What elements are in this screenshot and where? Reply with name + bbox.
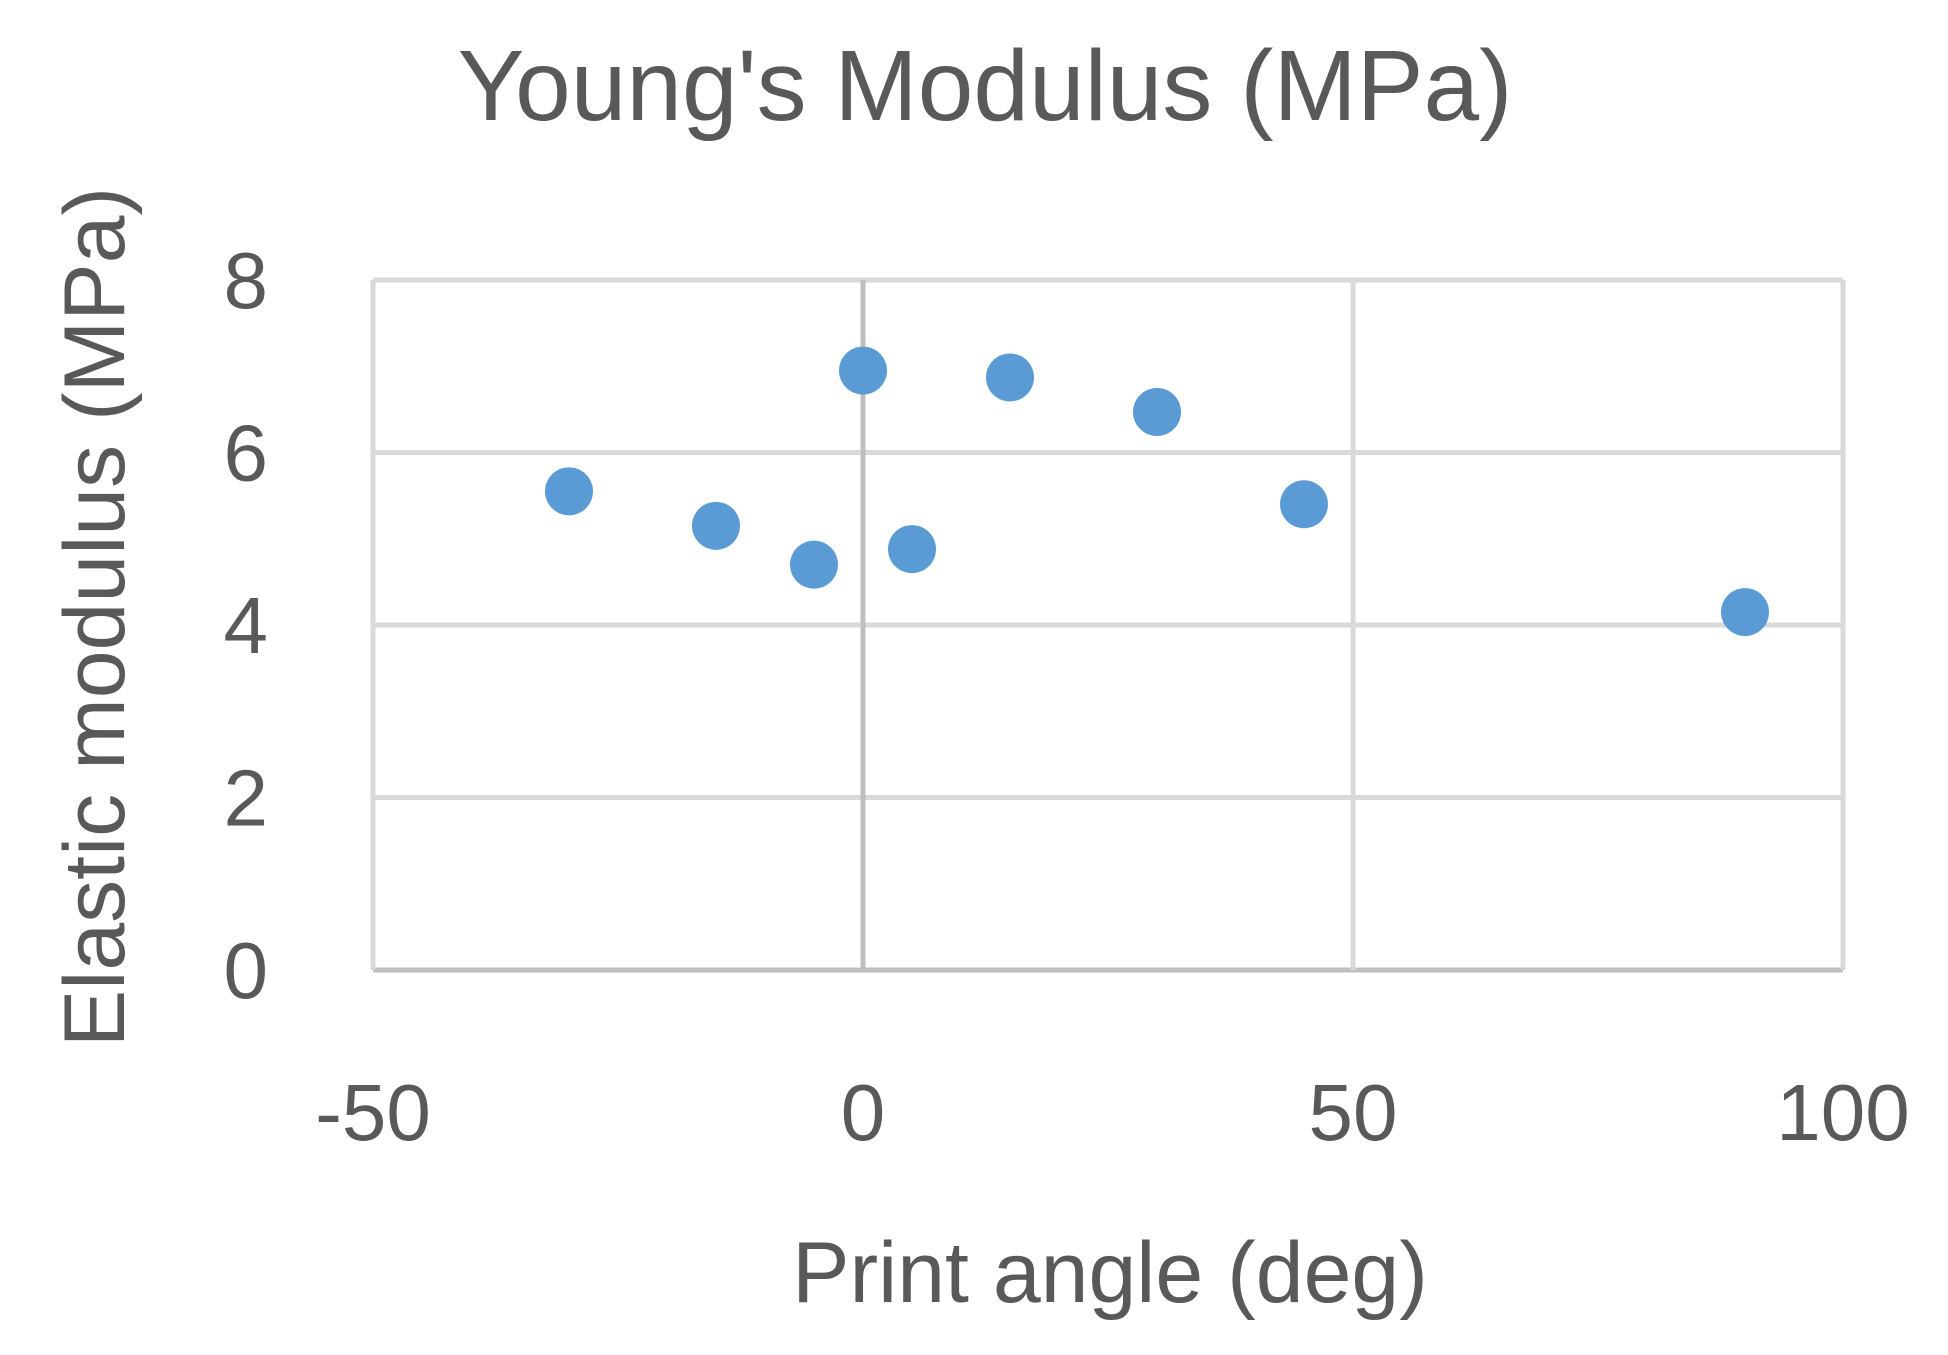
data-point — [888, 525, 936, 574]
y-tick-label: 2 — [224, 754, 269, 843]
x-tick-label: 100 — [1776, 1068, 1909, 1157]
y-tick-label: 0 — [224, 926, 269, 1015]
x-tick-label: 50 — [1309, 1068, 1398, 1157]
data-point — [1721, 588, 1769, 637]
data-point — [790, 540, 838, 589]
data-point — [1280, 480, 1328, 529]
chart-title: Young's Modulus (MPa) — [458, 30, 1513, 142]
data-point — [986, 353, 1034, 402]
data-point — [692, 501, 740, 550]
y-tick-label: 8 — [224, 236, 269, 325]
data-point — [545, 467, 593, 516]
x-tick-label: 0 — [841, 1068, 886, 1157]
data-points — [545, 346, 1769, 637]
data-point — [1133, 387, 1181, 436]
tick-labels: 0 2 4 6 8 -50 0 50 100 — [224, 236, 1910, 1157]
y-tick-label: 6 — [224, 409, 269, 498]
data-point — [839, 346, 887, 395]
y-tick-label: 4 — [224, 581, 269, 670]
x-tick-label: -50 — [315, 1068, 431, 1157]
x-axis-label: Print angle (deg) — [792, 1225, 1428, 1321]
grid — [370, 277, 1846, 973]
y-axis-label: Elastic modulus (MPa) — [47, 187, 143, 1047]
